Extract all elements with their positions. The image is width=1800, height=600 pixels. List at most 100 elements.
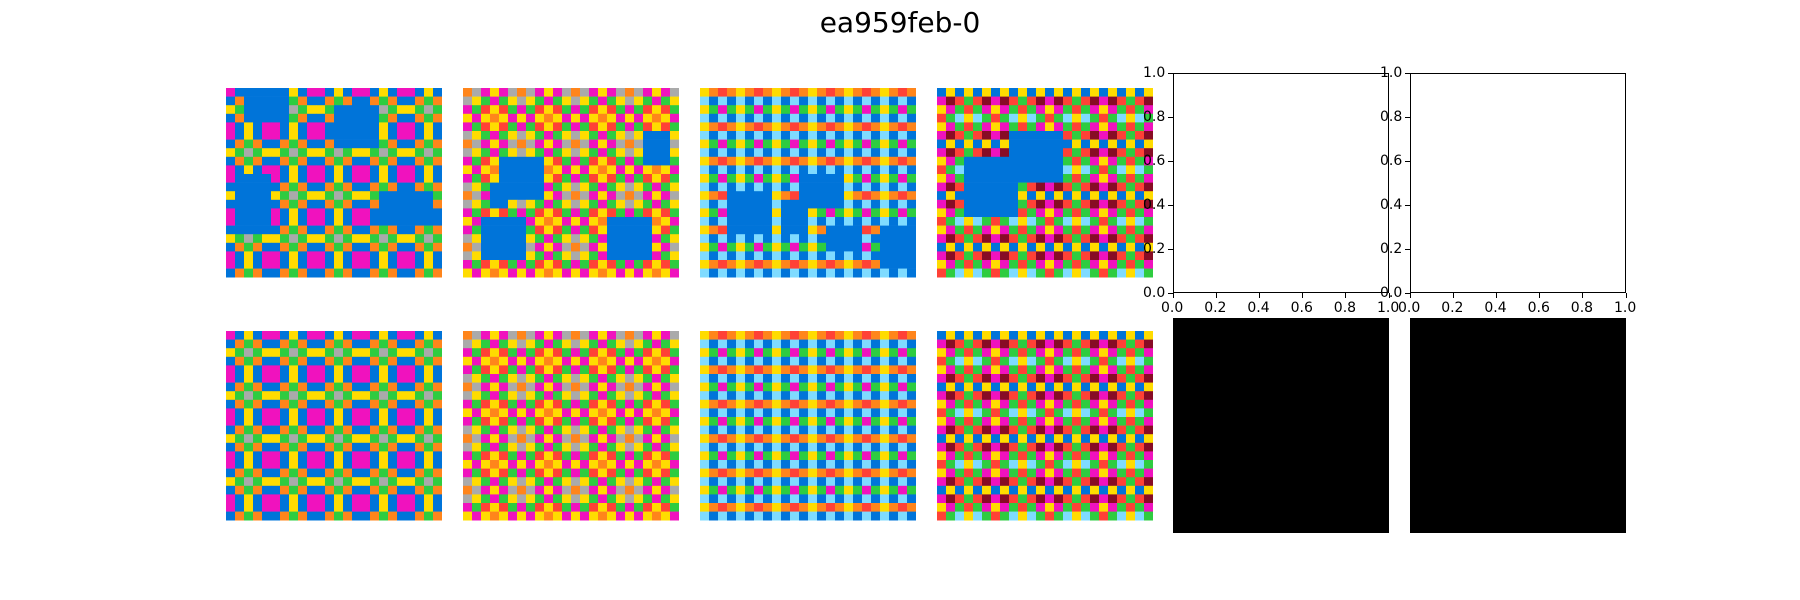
grid-cell bbox=[562, 331, 572, 340]
grid-cell bbox=[490, 199, 500, 209]
grid-cell bbox=[964, 131, 974, 140]
grid-cell bbox=[1108, 382, 1118, 392]
grid-cell bbox=[361, 165, 371, 175]
grid-cell bbox=[343, 339, 353, 349]
grid-cell bbox=[262, 399, 272, 409]
grid-cell bbox=[499, 199, 509, 209]
grid-cell bbox=[898, 468, 908, 478]
grid-cell bbox=[817, 260, 827, 269]
grid-cell bbox=[307, 331, 317, 340]
grid-cell bbox=[325, 122, 335, 132]
grid-cell bbox=[808, 139, 818, 149]
grid-cell bbox=[499, 182, 509, 192]
grid-cell bbox=[562, 225, 572, 235]
grid-cell bbox=[652, 191, 662, 201]
grid-cell bbox=[1045, 225, 1055, 235]
grid-cell bbox=[235, 234, 245, 244]
grid-cell bbox=[889, 391, 899, 401]
grid-cell bbox=[1081, 485, 1091, 495]
grid-cell bbox=[973, 417, 983, 426]
grid-cell bbox=[406, 331, 416, 340]
grid-cell bbox=[352, 113, 362, 123]
grid-cell bbox=[607, 217, 617, 226]
grid-cell bbox=[271, 122, 281, 132]
grid-cell bbox=[790, 339, 800, 349]
grid-cell bbox=[808, 182, 818, 192]
grid-cell bbox=[244, 434, 254, 444]
grid-cell bbox=[1027, 391, 1037, 401]
grid-cell bbox=[544, 113, 554, 123]
grid-cell bbox=[472, 191, 482, 201]
grid-cell bbox=[1144, 217, 1153, 226]
grid-cell bbox=[472, 485, 482, 495]
grid-cell bbox=[625, 88, 635, 97]
grid-cell bbox=[1027, 191, 1037, 201]
grid-cell bbox=[973, 260, 983, 269]
grid-cell bbox=[397, 113, 407, 123]
grid-cell bbox=[280, 148, 290, 158]
grid-cell bbox=[1108, 434, 1118, 444]
grid-cell bbox=[607, 113, 617, 123]
grid-cell bbox=[289, 131, 299, 140]
grid-cell bbox=[388, 331, 398, 340]
grid-cell bbox=[499, 268, 509, 278]
grid-cell bbox=[598, 165, 608, 175]
grid-cell bbox=[745, 339, 755, 349]
grid-cell bbox=[1099, 468, 1109, 478]
grid-cell bbox=[280, 511, 290, 521]
grid-cell bbox=[580, 156, 590, 166]
grid-cell bbox=[370, 485, 380, 495]
grid-cell bbox=[853, 442, 863, 452]
grid-cell bbox=[499, 348, 509, 358]
grid-cell bbox=[1045, 391, 1055, 401]
grid-cell bbox=[661, 199, 671, 209]
grid-cell bbox=[709, 331, 719, 340]
grid-cell bbox=[361, 382, 371, 392]
grid-cell bbox=[334, 494, 344, 504]
grid-cell bbox=[1108, 460, 1118, 469]
grid-cell bbox=[562, 148, 572, 158]
grid-panel-train-4-input bbox=[937, 88, 1153, 278]
grid-cell bbox=[463, 356, 473, 366]
grid-cell bbox=[1108, 208, 1118, 218]
grid-cell bbox=[1018, 460, 1028, 469]
grid-cell bbox=[415, 174, 425, 183]
grid-cell bbox=[1117, 165, 1127, 175]
grid-cell bbox=[973, 425, 983, 435]
grid-cell bbox=[598, 131, 608, 140]
grid-cell bbox=[1117, 122, 1127, 132]
grid-cell bbox=[352, 399, 362, 409]
grid-cell bbox=[1063, 182, 1073, 192]
grid-cell bbox=[544, 139, 554, 149]
grid-cell bbox=[781, 339, 791, 349]
grid-cell bbox=[1072, 174, 1082, 183]
grid-cell bbox=[844, 503, 854, 512]
grid-cell bbox=[727, 365, 737, 375]
grid-cell bbox=[490, 417, 500, 426]
grid-cell bbox=[226, 191, 236, 201]
grid-cell bbox=[709, 208, 719, 218]
grid-cell bbox=[991, 356, 1001, 366]
grid-cell bbox=[253, 417, 263, 426]
grid-cell bbox=[709, 391, 719, 401]
grid-cell bbox=[361, 260, 371, 269]
grid-cell bbox=[616, 503, 626, 512]
grid-cell bbox=[736, 268, 746, 278]
grid-cell bbox=[625, 460, 635, 469]
grid-cell bbox=[235, 348, 245, 358]
grid-cell bbox=[235, 460, 245, 469]
grid-cell bbox=[397, 191, 407, 201]
grid-cell bbox=[955, 365, 965, 375]
grid-cell bbox=[262, 191, 272, 201]
grid-cell bbox=[1036, 374, 1046, 383]
grid-cell bbox=[526, 234, 536, 244]
grid-cell bbox=[463, 217, 473, 226]
grid-cell bbox=[289, 234, 299, 244]
grid-cell bbox=[226, 251, 236, 261]
grid-cell bbox=[946, 113, 956, 123]
grid-cell bbox=[253, 460, 263, 469]
grid-cell bbox=[616, 408, 626, 418]
grid-cell bbox=[889, 88, 899, 97]
grid-cell bbox=[862, 148, 872, 158]
grid-cell bbox=[508, 131, 518, 140]
